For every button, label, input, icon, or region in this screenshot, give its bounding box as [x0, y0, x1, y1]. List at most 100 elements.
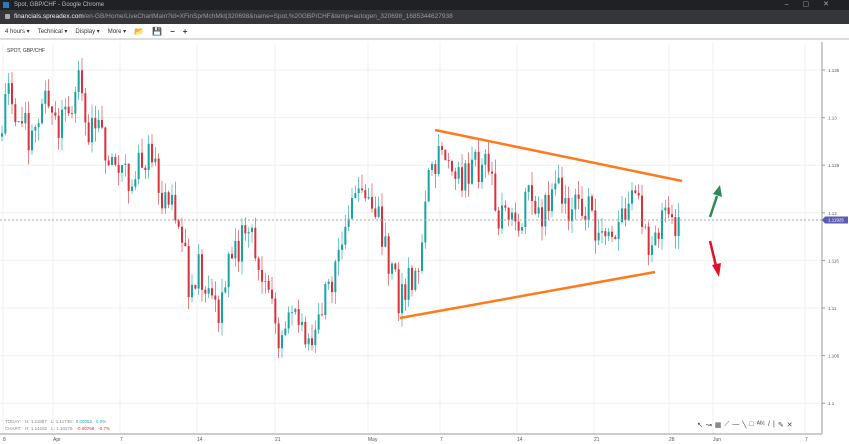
candle: [264, 280, 267, 282]
today-label: TODAY:: [5, 419, 22, 424]
candle: [534, 200, 537, 214]
candle: [207, 288, 210, 294]
candle: [317, 314, 320, 330]
candle: [4, 93, 7, 134]
candle: [607, 231, 610, 237]
candle: [401, 284, 403, 314]
candle: [224, 287, 227, 293]
y-tick-label: 1.105: [828, 354, 840, 359]
candle: [357, 188, 360, 194]
grid-icon[interactable]: ▦: [714, 422, 722, 429]
candle: [187, 246, 190, 298]
candle: [424, 201, 427, 243]
candle: [271, 289, 273, 299]
y-tick-label: 1.12: [828, 211, 837, 216]
candle: [44, 90, 47, 104]
hline-icon[interactable]: —: [732, 421, 740, 428]
pencil-icon[interactable]: ✎: [777, 422, 784, 429]
candle: [434, 164, 437, 175]
candle: [167, 192, 170, 205]
line-icon[interactable]: ╲: [742, 422, 747, 429]
technical-dropdown[interactable]: Technical: [38, 28, 68, 35]
save-icon[interactable]: 💾: [152, 26, 163, 36]
folder-open-icon[interactable]: 📂: [134, 26, 145, 36]
up-arrow-icon: [708, 195, 719, 218]
ray-icon[interactable]: /: [768, 421, 770, 428]
zoom-out-icon[interactable]: −: [170, 26, 175, 36]
close-icon[interactable]: ✕: [786, 422, 793, 429]
cursor-icon[interactable]: ↖: [697, 422, 703, 429]
candle: [664, 207, 667, 211]
candle: [181, 226, 183, 243]
address-bar[interactable]: financials.spreadex.com/en-GB/Home/LiveC…: [0, 10, 849, 24]
today-change: 0.00052: [75, 419, 92, 424]
drawing-tools: ↖ ↝ ▦ ⟋ — ╲ □ ᴬᵇᶜ / | ✎ ✕: [697, 421, 793, 429]
x-tick-label: 28: [669, 437, 675, 443]
x-tick-label: Apr: [53, 437, 61, 443]
candle: [277, 323, 280, 349]
candle: [131, 186, 133, 191]
today-pct: 0.0%: [96, 419, 107, 424]
zoom-in-icon[interactable]: +: [182, 26, 188, 36]
chart-change: -0.00768: [76, 426, 95, 431]
window-controls[interactable]: –▢✕: [784, 1, 843, 8]
candle: [427, 170, 430, 202]
candle: [217, 299, 220, 323]
candle: [294, 309, 297, 313]
display-dropdown[interactable]: Display: [75, 28, 99, 35]
candle: [474, 151, 477, 160]
candle: [381, 206, 383, 247]
curve-icon[interactable]: ↝: [705, 422, 712, 429]
candle: [327, 281, 330, 285]
candle: [114, 156, 117, 165]
candle: [567, 198, 570, 222]
candle: [291, 312, 293, 314]
candle: [214, 295, 217, 300]
favicon-icon: [3, 2, 9, 8]
candle: [654, 232, 657, 246]
candle: [314, 329, 317, 346]
interval-dropdown[interactable]: 4 hours: [5, 28, 30, 35]
fib-icon[interactable]: ⟋: [724, 421, 730, 428]
lower-trendline: [399, 270, 656, 320]
candle: [677, 216, 680, 237]
rectangle-icon[interactable]: □: [749, 421, 754, 428]
candle: [14, 104, 17, 123]
today-low: L: 1.11735: [50, 419, 72, 424]
upper-trendline: [434, 128, 683, 183]
candle: [614, 236, 617, 239]
down-arrow-head: [712, 263, 721, 277]
candle: [311, 338, 313, 346]
candle: [467, 163, 470, 184]
y-tick-label: 1.1: [828, 401, 835, 406]
candle: [154, 158, 157, 163]
candle: [624, 208, 627, 221]
candle: [411, 267, 413, 290]
candle: [144, 167, 147, 170]
candle: [267, 280, 270, 290]
candle: [504, 205, 507, 208]
candle: [324, 284, 327, 316]
candle: [557, 177, 560, 184]
price-chart[interactable]: 1.135 1.13 1.125 1.12 1.115 1.11 1.105 1.1 8 Apr 7…: [0, 42, 849, 444]
candle: [667, 207, 670, 215]
candle: [284, 328, 287, 336]
url-path: /en-GB/Home/LiveChartMain?id=XFinSprMchM…: [83, 13, 453, 20]
candle: [64, 106, 67, 110]
candle: [354, 193, 357, 198]
candle: [501, 205, 503, 229]
x-tick-label: 7: [440, 437, 443, 443]
x-tick-label: Jun: [713, 437, 721, 443]
candle: [221, 292, 223, 323]
text-icon[interactable]: ᴬᵇᶜ: [756, 421, 766, 428]
candle: [594, 210, 597, 241]
candle: [77, 70, 80, 92]
candle: [574, 194, 577, 210]
candle: [491, 171, 493, 174]
candle: [661, 210, 663, 239]
candle: [587, 196, 590, 221]
candle: [531, 185, 533, 201]
x-tick-label: 21: [594, 437, 600, 443]
more-dropdown[interactable]: More: [108, 28, 126, 35]
candle: [447, 160, 450, 161]
